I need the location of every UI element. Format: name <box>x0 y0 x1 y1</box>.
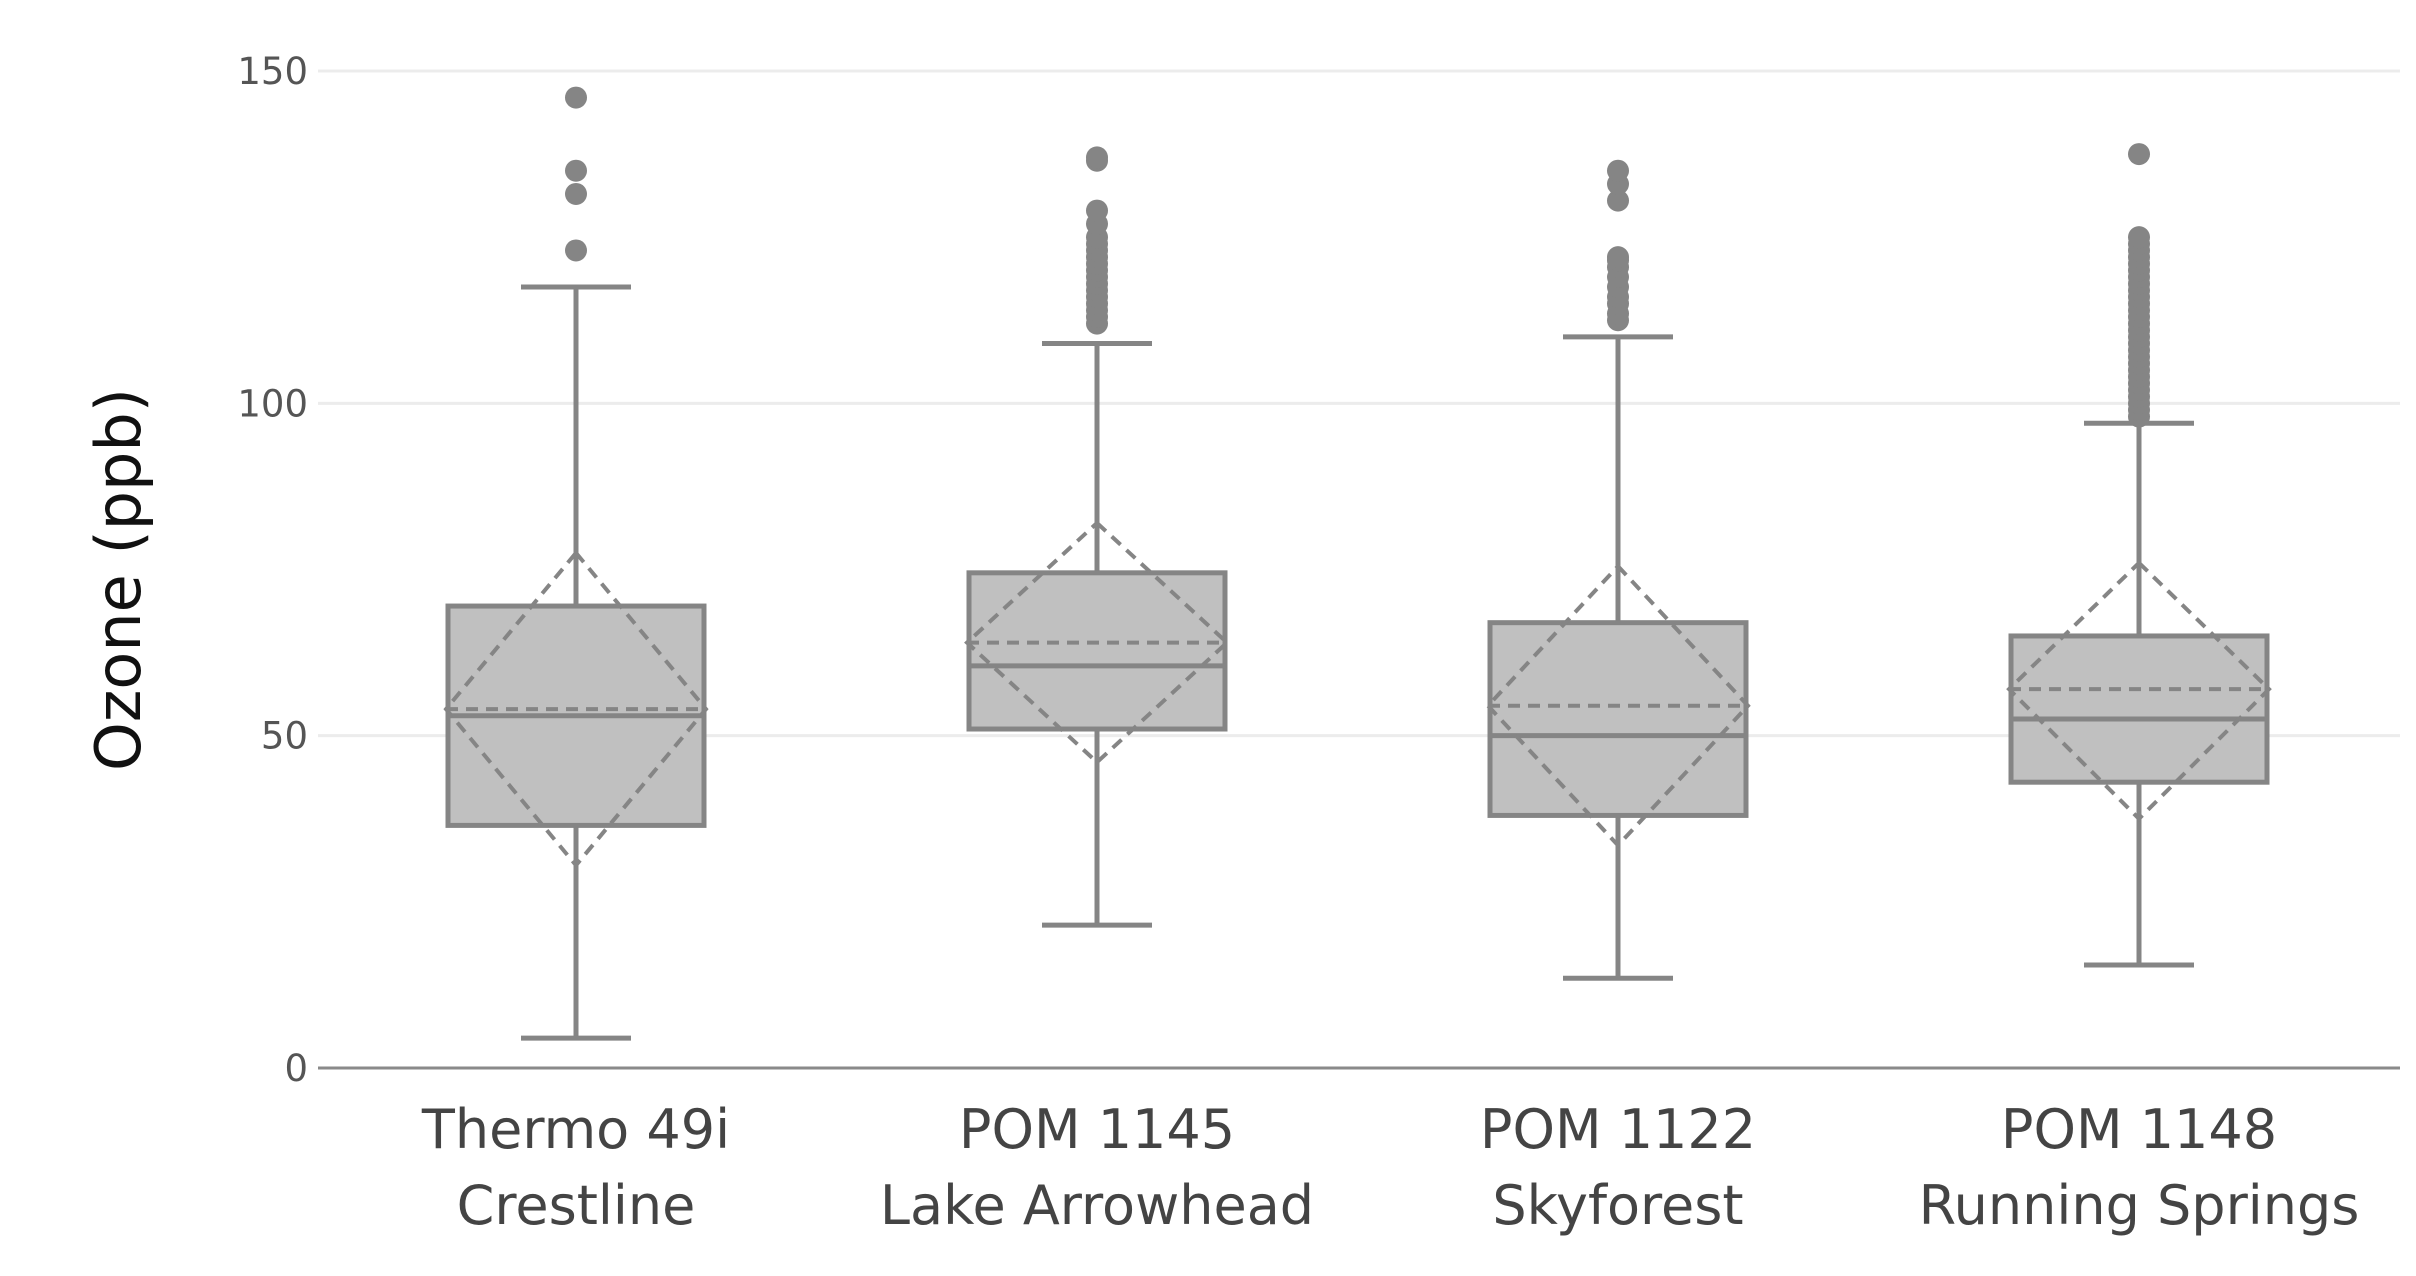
outlier-point <box>1607 189 1629 212</box>
label-layer: Ozone (ppb) 0 50 100 150 Thermo 49i Crestline… <box>82 50 2359 1237</box>
y-tick-label: 0 <box>284 1047 308 1090</box>
box-group <box>443 86 709 1041</box>
box-group <box>1485 159 1751 981</box>
y-tick-label: 150 <box>237 50 308 93</box>
iqr-box <box>1487 620 1749 818</box>
x-category-label: POM 1145 <box>959 1098 1235 1161</box>
box-group <box>2006 143 2272 968</box>
x-category-label: POM 1122 <box>1480 1098 1756 1161</box>
y-tick-label: 100 <box>237 382 308 425</box>
outlier-point <box>1086 199 1108 222</box>
outlier-point <box>565 239 587 262</box>
x-category-label: POM 1148 <box>2001 1098 2277 1161</box>
outlier-point <box>565 182 587 205</box>
iqr-box <box>2008 633 2270 785</box>
y-axis-title: Ozone (ppb) <box>82 388 155 771</box>
outlier-point <box>1607 246 1629 269</box>
outlier-point <box>2128 226 2150 249</box>
mean-sd-diamond <box>2006 560 2272 822</box>
box-layer <box>443 86 2272 1041</box>
x-category-label: Thermo 49i <box>421 1098 730 1161</box>
mean-sd-diamond <box>1485 563 1751 849</box>
x-category-label: Running Springs <box>1919 1174 2360 1237</box>
iqr-box <box>966 570 1228 732</box>
outlier-point <box>565 159 587 182</box>
outlier-point <box>565 86 587 109</box>
x-category-label: Lake Arrowhead <box>880 1174 1314 1237</box>
outlier-point <box>1607 159 1629 182</box>
y-tick-label: 50 <box>261 715 308 758</box>
outlier-point <box>2128 143 2150 166</box>
box-group <box>964 146 1230 928</box>
outlier-point <box>1086 146 1108 169</box>
x-category-label: Crestline <box>457 1174 696 1237</box>
mean-sd-diamond <box>964 520 1230 765</box>
x-category-label: Skyforest <box>1492 1174 1743 1237</box>
mean-sd-diamond <box>443 549 709 869</box>
